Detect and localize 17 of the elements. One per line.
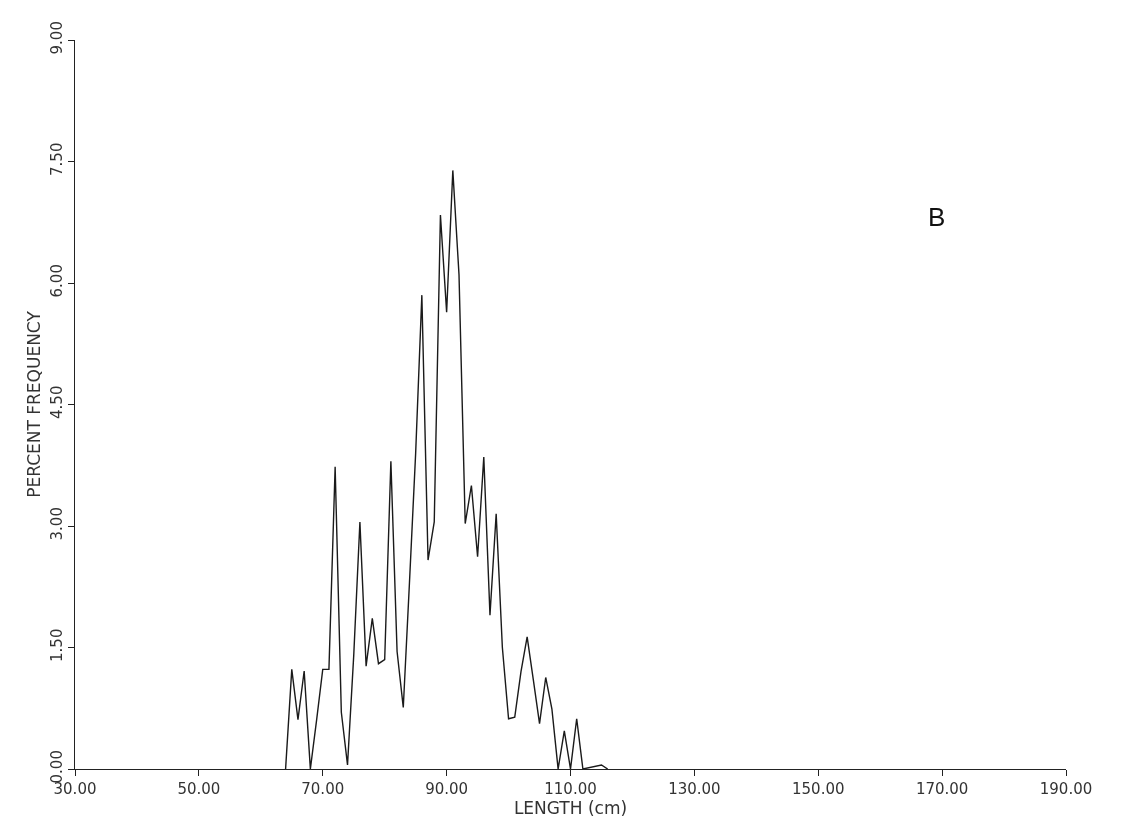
x-tick-label: 130.00 <box>668 780 721 799</box>
x-tick-label: 190.00 <box>1039 780 1093 799</box>
x-tick-label: 150.00 <box>792 780 845 799</box>
x-tick-label: 110.00 <box>544 780 597 799</box>
x-tick-label: 90.00 <box>425 780 469 799</box>
y-axis-title: PERCENT FREQUENCY <box>24 310 45 498</box>
y-tick-label: 1.50 <box>47 628 66 662</box>
y-tick-label: 9.00 <box>47 21 66 55</box>
y-tick-label: 4.50 <box>47 385 66 419</box>
annotation: B <box>928 202 946 232</box>
y-tick-label: 6.00 <box>47 264 66 298</box>
y-tick-label: 3.00 <box>47 507 66 541</box>
x-tick-label: 170.00 <box>915 780 969 799</box>
x-axis-title: LENGTH (cm) <box>513 798 628 819</box>
y-tick-label: 7.50 <box>47 142 66 176</box>
x-tick-label: 70.00 <box>301 780 345 799</box>
x-tick-label: 50.00 <box>177 780 221 799</box>
